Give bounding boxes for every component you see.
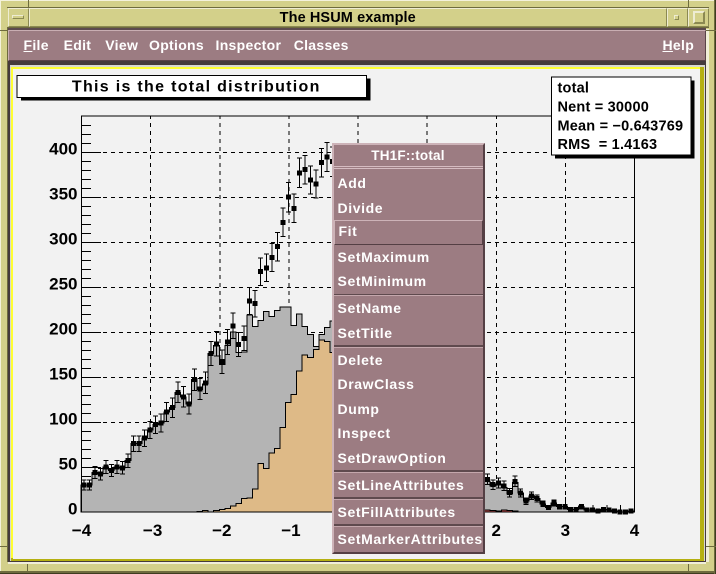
svg-text:200: 200 — [49, 319, 77, 338]
svg-text:2: 2 — [491, 521, 500, 540]
svg-text:350: 350 — [49, 184, 77, 203]
svg-text:0: 0 — [68, 499, 77, 518]
svg-text:4: 4 — [630, 521, 640, 540]
svg-text:250: 250 — [49, 274, 77, 293]
svg-text:Mean = −0.643769: Mean = −0.643769 — [558, 118, 684, 134]
svg-text:total: total — [558, 80, 590, 96]
svg-text:This is the total distribution: This is the total distribution — [72, 78, 321, 95]
svg-text:−3: −3 — [143, 521, 162, 540]
svg-text:−4: −4 — [72, 521, 92, 540]
svg-text:Nent = 30000: Nent = 30000 — [558, 99, 649, 115]
svg-text:100: 100 — [49, 409, 77, 428]
svg-text:−2: −2 — [212, 521, 231, 540]
svg-text:300: 300 — [49, 229, 77, 248]
svg-text:50: 50 — [59, 454, 78, 473]
svg-text:400: 400 — [49, 139, 77, 158]
svg-text:RMS = 1.4163: RMS = 1.4163 — [558, 137, 658, 153]
svg-text:−1: −1 — [281, 521, 300, 540]
svg-text:3: 3 — [561, 521, 570, 540]
svg-text:150: 150 — [49, 364, 77, 383]
